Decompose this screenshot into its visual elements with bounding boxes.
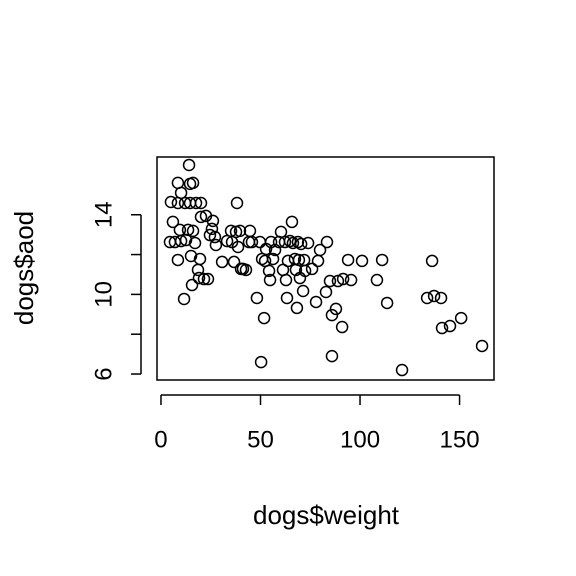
point (286, 236, 300, 250)
point (193, 252, 207, 266)
point (201, 272, 215, 286)
point (184, 249, 198, 263)
y-tick-label: 14 (90, 201, 117, 228)
point (355, 254, 369, 268)
point (209, 238, 223, 252)
point (425, 254, 439, 268)
point (325, 349, 339, 363)
point (227, 255, 241, 269)
point (174, 186, 188, 200)
point (230, 196, 244, 210)
point (427, 289, 441, 303)
point (335, 320, 349, 334)
point (380, 296, 394, 310)
point (320, 235, 334, 249)
point (331, 274, 345, 288)
point (264, 235, 278, 249)
point (283, 234, 297, 248)
point (454, 311, 468, 325)
point (296, 284, 310, 298)
point (231, 240, 245, 254)
point (344, 273, 358, 287)
point (194, 210, 208, 224)
point (166, 215, 180, 229)
point (205, 222, 219, 236)
x-tick-label: 0 (154, 426, 167, 453)
point (290, 301, 304, 315)
point (245, 235, 259, 249)
point (301, 236, 315, 250)
point (177, 292, 191, 306)
point (329, 302, 343, 316)
point (336, 272, 350, 286)
point (254, 355, 268, 369)
y-axis-label: dogs$aod (9, 211, 39, 325)
point (185, 278, 199, 292)
point (208, 230, 222, 244)
point (341, 253, 355, 267)
point (250, 291, 264, 305)
point (292, 253, 306, 267)
point (278, 235, 292, 249)
point (280, 291, 294, 305)
point (197, 272, 211, 286)
point (319, 285, 333, 299)
point (311, 254, 325, 268)
point (434, 291, 448, 305)
point (281, 254, 295, 268)
point (182, 158, 196, 172)
point (285, 215, 299, 229)
point (215, 255, 229, 269)
point (192, 271, 206, 285)
point (323, 274, 337, 288)
point (420, 291, 434, 305)
x-tick-label: 150 (440, 426, 480, 453)
point (291, 235, 305, 249)
point (294, 237, 308, 251)
point (305, 262, 319, 276)
point (475, 339, 489, 353)
point (313, 243, 327, 257)
point (164, 195, 178, 209)
x-tick-label: 100 (340, 426, 380, 453)
plot-box (156, 156, 495, 381)
point (443, 319, 457, 333)
point (325, 308, 339, 322)
point (435, 321, 449, 335)
point (206, 214, 220, 228)
x-tick-label: 50 (247, 426, 274, 453)
point (266, 252, 280, 266)
point (189, 196, 203, 210)
point (181, 223, 195, 237)
point (268, 243, 282, 257)
point (253, 235, 267, 249)
point (309, 295, 323, 309)
point (279, 273, 293, 287)
y-tick-label: 10 (90, 281, 117, 308)
point (274, 225, 288, 239)
point (174, 234, 188, 248)
point (375, 253, 389, 267)
point (298, 264, 312, 278)
point (171, 253, 185, 267)
point (263, 273, 277, 287)
point (257, 311, 271, 325)
x-axis-label: dogs$weight (253, 500, 400, 530)
y-tick-label: 6 (90, 367, 117, 380)
point (395, 363, 409, 377)
point (186, 176, 200, 190)
point (233, 224, 247, 238)
point (188, 236, 202, 250)
point (370, 273, 384, 287)
point (194, 196, 208, 210)
point (239, 263, 253, 277)
point (262, 264, 276, 278)
point (186, 224, 200, 238)
